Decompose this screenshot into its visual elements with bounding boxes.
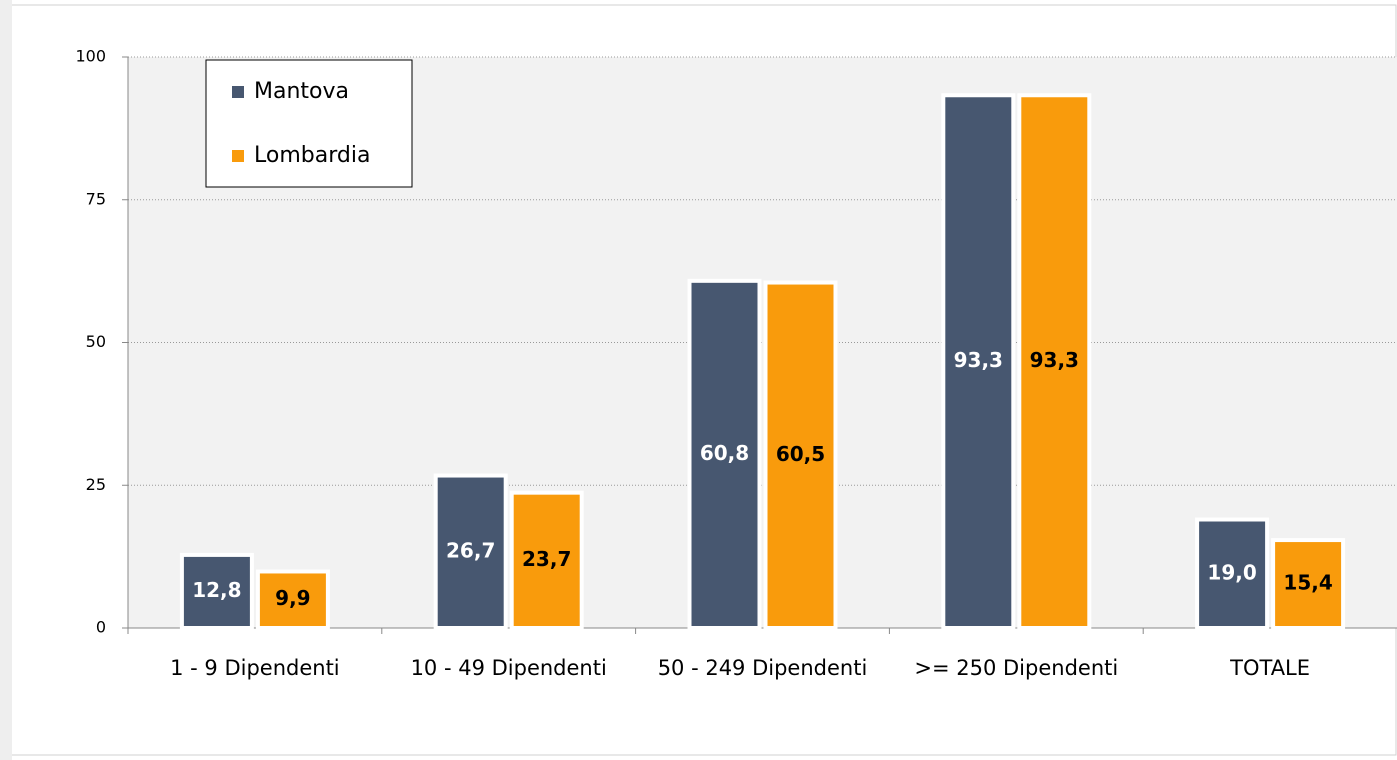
y-tick-label: 0: [96, 618, 106, 637]
value-label: 26,7: [446, 538, 495, 562]
y-tick-label: 50: [86, 332, 106, 351]
bar: [1195, 517, 1270, 631]
value-label: 9,9: [275, 586, 310, 610]
bar: [255, 569, 330, 631]
bar: [433, 473, 508, 630]
x-tick-label: 50 - 249 Dipendenti: [657, 656, 868, 680]
bar: [687, 278, 762, 630]
value-label: 60,8: [700, 441, 749, 465]
y-tick-label: 25: [86, 475, 106, 494]
x-tick-label: 10 - 49 Dipendenti: [410, 656, 607, 680]
x-tick-label: >= 250 Dipendenti: [914, 656, 1119, 680]
bar: [941, 93, 1016, 630]
value-label: 60,5: [776, 442, 825, 466]
bar: [179, 552, 254, 630]
value-label: 19,0: [1207, 560, 1256, 584]
value-label: 93,3: [1030, 348, 1079, 372]
y-tick-label: 75: [86, 189, 106, 208]
bar: [1271, 538, 1346, 630]
legend-swatch: [232, 86, 244, 98]
x-tick-label: TOTALE: [1230, 656, 1311, 680]
bar: [763, 280, 838, 630]
legend-box: [205, 59, 413, 188]
legend-label: Mantova: [254, 79, 349, 104]
value-label: 93,3: [954, 348, 1003, 372]
bar: [509, 490, 584, 630]
legend-label: Lombardia: [254, 143, 370, 168]
value-label: 23,7: [522, 547, 571, 571]
legend-swatch: [232, 150, 244, 162]
value-label: 12,8: [192, 578, 241, 602]
x-tick-label: 1 - 9 Dipendenti: [170, 656, 340, 680]
bar: [1017, 93, 1092, 630]
y-tick-label: 100: [75, 47, 106, 66]
left-edge: [0, 0, 12, 760]
value-label: 15,4: [1283, 571, 1332, 595]
